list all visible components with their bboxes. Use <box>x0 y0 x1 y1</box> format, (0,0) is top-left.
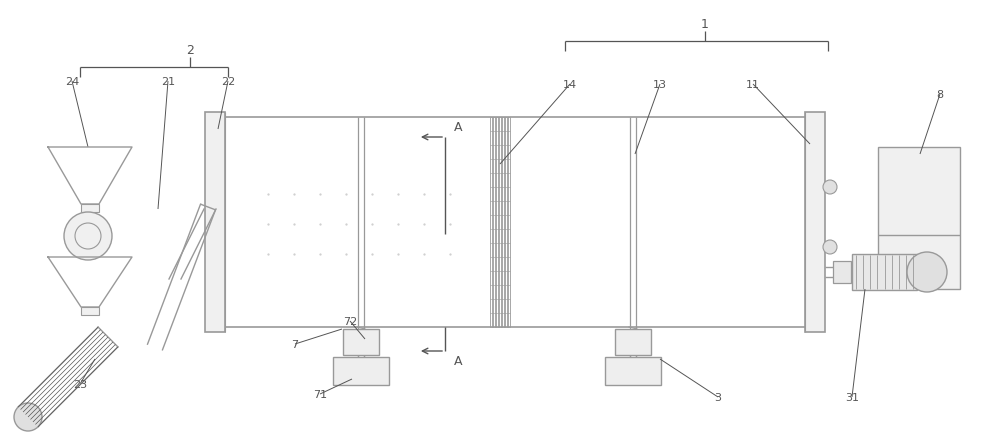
Circle shape <box>14 403 42 431</box>
Text: 3: 3 <box>714 392 722 402</box>
Bar <box>333 357 389 385</box>
Circle shape <box>907 252 947 292</box>
Text: 11: 11 <box>746 80 760 90</box>
Text: 31: 31 <box>845 392 859 402</box>
Text: 7: 7 <box>291 339 299 349</box>
Text: A: A <box>454 355 462 367</box>
Bar <box>605 357 661 385</box>
Text: 72: 72 <box>343 316 357 326</box>
Text: 22: 22 <box>221 77 235 87</box>
Text: 14: 14 <box>563 80 577 90</box>
Text: 2: 2 <box>186 43 194 57</box>
Text: 21: 21 <box>161 77 175 87</box>
Text: 23: 23 <box>73 379 87 389</box>
Circle shape <box>823 240 837 254</box>
Bar <box>81 307 99 315</box>
Bar <box>205 113 225 332</box>
Bar <box>615 329 651 355</box>
Text: 71: 71 <box>313 389 327 399</box>
Bar <box>805 113 825 332</box>
Text: A: A <box>454 121 462 134</box>
Text: 8: 8 <box>936 90 944 100</box>
Bar <box>852 254 917 290</box>
Bar <box>81 205 99 212</box>
Circle shape <box>823 180 837 194</box>
Bar <box>833 261 851 283</box>
Text: 24: 24 <box>65 77 79 87</box>
Bar <box>343 329 379 355</box>
Bar <box>878 148 960 290</box>
Text: 1: 1 <box>701 18 709 30</box>
Text: 13: 13 <box>653 80 667 90</box>
Circle shape <box>64 212 112 261</box>
